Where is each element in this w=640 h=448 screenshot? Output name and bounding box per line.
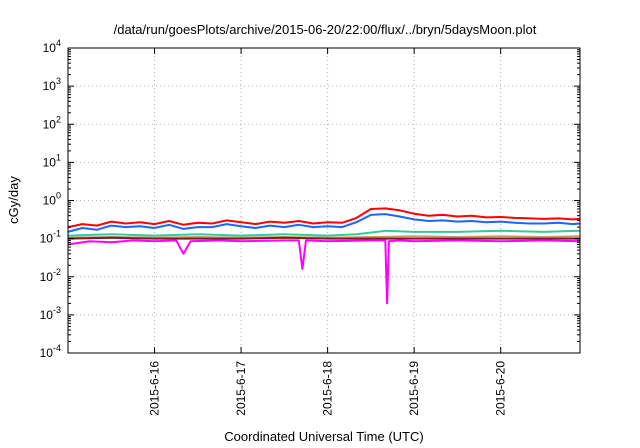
series-line-2 — [67, 213, 581, 233]
series-group — [67, 207, 581, 305]
y-tick-label: 10-1 — [40, 229, 61, 246]
chart-title: /data/run/goesPlots/archive/2015-06-20/2… — [114, 22, 537, 37]
x-axis-label: Coordinated Universal Time (UTC) — [224, 429, 423, 444]
y-tick-label: 102 — [43, 114, 61, 131]
y-tick-label: 103 — [43, 76, 61, 93]
x-tick-label: 2015-6-17 — [234, 361, 248, 416]
x-axis: 2015-6-16 2015-6-17 2015-6-18 2015-6-19 2015… — [148, 48, 508, 416]
y-tick-label: 101 — [43, 152, 61, 169]
series-line-3 — [67, 229, 581, 237]
x-tick-label: 2015-6-18 — [321, 361, 335, 416]
y-tick-label: 104 — [43, 38, 61, 55]
y-tick-label: 10-4 — [40, 343, 61, 360]
grid — [68, 48, 580, 353]
series-line-5 — [67, 236, 580, 240]
y-tick-label: 10-2 — [40, 267, 61, 284]
x-tick-label: 2015-6-16 — [148, 361, 162, 416]
series-line-1 — [67, 207, 581, 229]
x-tick-label: 2015-6-19 — [407, 361, 421, 416]
y-axis-label: cGy/day — [6, 176, 21, 224]
y-tick-label: 100 — [43, 191, 61, 208]
y-tick-label: 10-3 — [40, 305, 61, 322]
x-tick-label: 2015-6-20 — [494, 361, 508, 416]
series-line-6 — [67, 239, 581, 305]
